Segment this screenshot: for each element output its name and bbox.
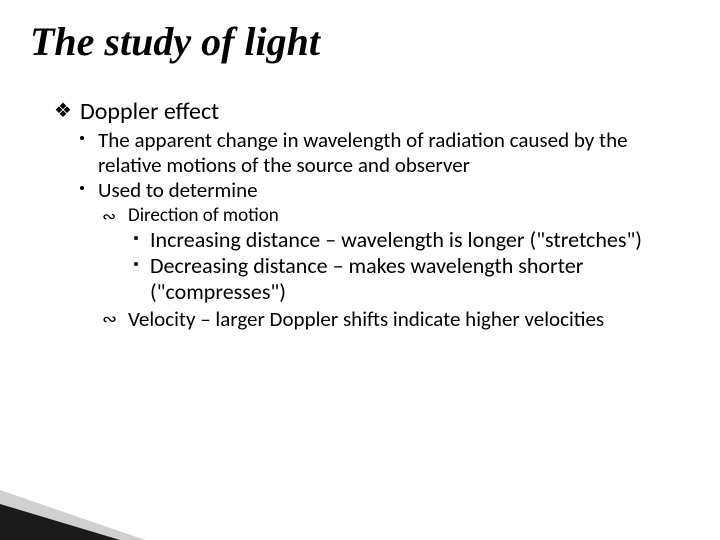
corner-decoration-dark: [0, 504, 120, 540]
level2-text: Used to determine: [98, 177, 258, 203]
level4-text: Increasing distance – wavelength is long…: [150, 226, 642, 253]
level4-text: Decreasing distance – makes wavelength s…: [150, 252, 583, 305]
bullet-level3: ∾ Velocity – larger Doppler shifts indic…: [102, 307, 680, 332]
slide: The study of light ❖ Doppler effect The …: [0, 0, 720, 540]
dot-icon: [134, 262, 138, 266]
wave-icon: ∾: [102, 207, 116, 227]
dot-icon: [80, 186, 84, 190]
level3-text: Velocity – larger Doppler shifts indicat…: [128, 306, 604, 332]
slide-title: The study of light: [30, 18, 320, 65]
bullet-level1: ❖ Doppler effect: [54, 98, 680, 126]
bullet-level2: Used to determine: [80, 178, 680, 203]
bullet-level4: Decreasing distance – makes wavelength s…: [134, 253, 680, 305]
bullet-level2: The apparent change in wavelength of rad…: [80, 128, 680, 178]
wave-icon: ∾: [102, 309, 117, 330]
bullet-level3: ∾ Direction of motion: [102, 205, 680, 227]
bullet-level4: Increasing distance – wavelength is long…: [134, 227, 680, 253]
level3-text: Direction of motion: [128, 204, 279, 227]
level1-text: Doppler effect: [80, 97, 219, 126]
level2-text: The apparent change in wavelength of rad…: [98, 127, 628, 178]
diamond-icon: ❖: [54, 100, 72, 124]
dot-icon: [80, 136, 84, 140]
dot-icon: [134, 236, 138, 240]
slide-body: ❖ Doppler effect The apparent change in …: [54, 98, 680, 332]
